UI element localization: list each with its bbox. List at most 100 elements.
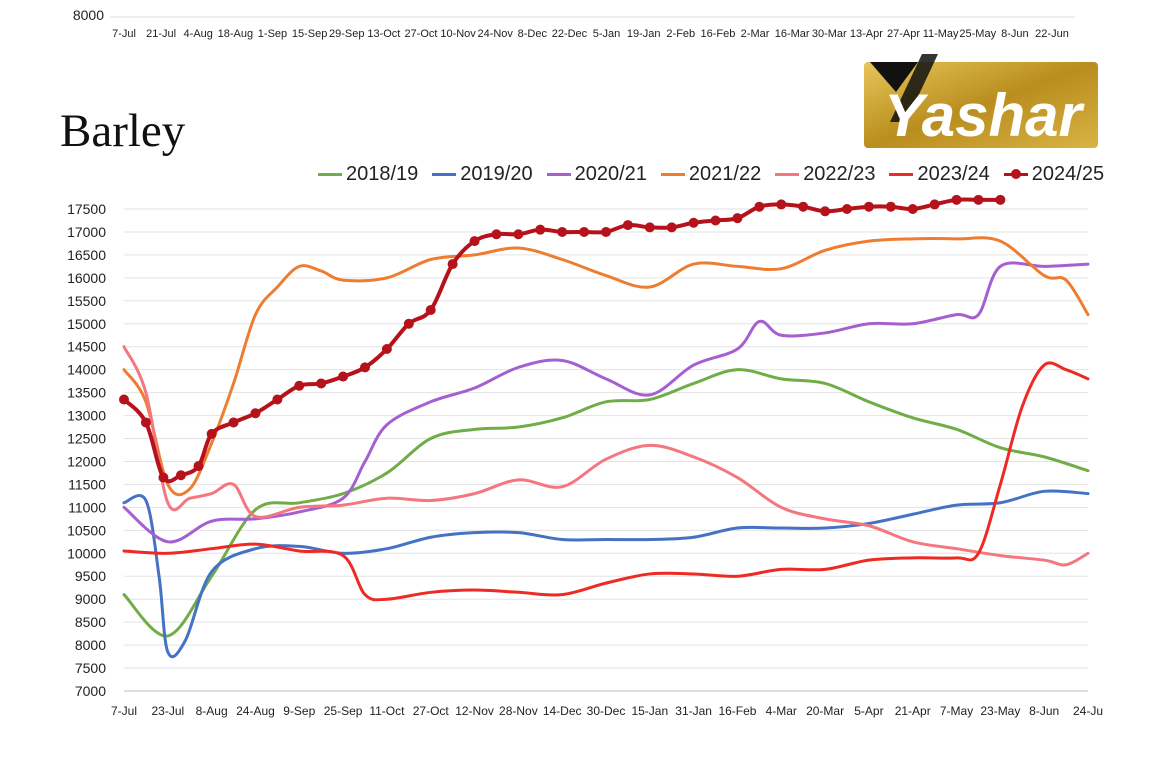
series-point xyxy=(666,222,677,233)
x-tick-label: 20-Mar xyxy=(806,704,844,718)
strip-x-tick-label: 5-Jan xyxy=(593,28,621,40)
strip-x-tick-label: 24-Nov xyxy=(477,28,513,40)
x-tick-label: 23-May xyxy=(980,704,1020,718)
strip-x-tick-label: 27-Apr xyxy=(887,28,920,40)
series-point xyxy=(688,217,699,228)
series-point xyxy=(425,304,436,315)
series-line xyxy=(122,368,1090,638)
series-line xyxy=(122,489,1090,659)
y-tick-label: 8500 xyxy=(75,614,106,630)
x-tick-label: 27-Oct xyxy=(413,704,450,718)
y-tick-label: 17000 xyxy=(67,224,106,240)
x-tick-label: 21-Apr xyxy=(895,704,931,718)
series-point xyxy=(622,220,633,231)
x-tick-label: 31-Jan xyxy=(675,704,712,718)
y-tick-label: 14500 xyxy=(67,339,106,355)
series-point xyxy=(294,380,305,391)
legend-swatch xyxy=(546,173,571,176)
x-tick-label: 30-Dec xyxy=(587,704,626,718)
series-point xyxy=(820,206,831,217)
logo-accent-shape xyxy=(870,62,918,92)
y-axis-ticks: 7000 7500 8000 8500 9000 9500 10000 10500 11000 1… xyxy=(67,201,106,699)
y-tick-label: 7000 xyxy=(75,683,106,699)
legend-item: 2019/20 xyxy=(432,163,533,186)
y-tick-label: 8000 xyxy=(75,637,106,653)
legend-swatch xyxy=(432,173,457,176)
series-point xyxy=(360,362,370,373)
x-tick-label: 24-Aug xyxy=(236,704,275,718)
x-tick-label: 5-Apr xyxy=(854,704,883,718)
series-point xyxy=(842,204,852,214)
series-point xyxy=(513,229,524,240)
series-point xyxy=(193,461,204,472)
y-tick-label: 13000 xyxy=(67,408,106,424)
x-tick-label: 12-Nov xyxy=(455,704,494,718)
series-line xyxy=(122,345,1090,567)
y-tick-label: 10000 xyxy=(67,545,106,561)
strip-x-tick-label: 13-Apr xyxy=(850,28,883,40)
x-tick-label: 28-Nov xyxy=(499,704,538,718)
series-point xyxy=(491,229,502,240)
previous-chart-strip: 8000 7-Jul 21-Jul 4-Aug 18-Aug 1-Sep 15-Sep 29… xyxy=(73,7,1075,40)
y-tick-label: 9000 xyxy=(75,591,106,607)
barley-price-chart: 7000 7500 8000 8500 9000 9500 10000 10500 11000 1… xyxy=(67,194,1103,718)
strip-x-tick-label: 13-Oct xyxy=(367,28,400,40)
series-point xyxy=(140,417,151,428)
series-point xyxy=(250,408,261,419)
series-point xyxy=(951,194,962,205)
y-tick-label: 13500 xyxy=(67,385,106,401)
strip-x-tick-label: 21-Jul xyxy=(146,28,176,40)
strip-x-ticks: 7-Jul 21-Jul 4-Aug 18-Aug 1-Sep 15-Sep 29-Sep 1… xyxy=(112,28,1069,40)
series-point xyxy=(754,201,765,212)
series-point xyxy=(175,470,186,481)
strip-x-tick-label: 11-May xyxy=(923,28,959,40)
series-point xyxy=(776,199,787,210)
strip-x-tick-label: 4-Aug xyxy=(184,28,213,40)
series-point xyxy=(447,259,458,270)
legend-item: 2022/23 xyxy=(775,163,875,186)
strip-x-tick-label: 18-Aug xyxy=(218,28,253,40)
x-tick-label: 7-Jul xyxy=(111,704,137,718)
strip-x-tick-label: 19-Jan xyxy=(627,28,661,40)
legend-item: 2024/25 xyxy=(1003,163,1105,186)
series-point xyxy=(316,378,327,389)
series-point xyxy=(381,344,392,355)
strip-x-tick-label: 2-Feb xyxy=(666,28,695,40)
series-point xyxy=(644,222,655,233)
x-tick-label: 24-Ju xyxy=(1073,704,1103,718)
x-tick-label: 11-Oct xyxy=(369,704,405,718)
x-tick-label: 8-Aug xyxy=(196,704,228,718)
series-lines xyxy=(119,194,1090,659)
series-line xyxy=(122,236,1090,497)
series-point xyxy=(557,226,568,237)
series-point xyxy=(535,224,546,235)
strip-x-tick-label: 7-Jul xyxy=(112,28,136,40)
series-point xyxy=(228,417,239,428)
series-point xyxy=(907,204,918,214)
logo-text: Yashar xyxy=(884,82,1086,149)
series-point xyxy=(579,226,590,237)
x-tick-label: 14-Dec xyxy=(543,704,582,718)
y-tick-label: 17500 xyxy=(67,201,106,217)
series-point xyxy=(469,236,480,247)
y-tick-label: 14000 xyxy=(67,362,106,378)
series-point xyxy=(338,371,349,382)
legend-item: 2018/19 xyxy=(318,163,418,186)
series-point xyxy=(798,201,809,212)
series-point xyxy=(863,201,874,212)
legend-label: 2018/19 xyxy=(346,163,419,185)
legend-label: 2019/20 xyxy=(460,163,533,185)
strip-x-tick-label: 15-Sep xyxy=(292,28,327,40)
series-point xyxy=(158,472,169,483)
legend-swatch xyxy=(318,173,342,176)
legend-swatch xyxy=(660,173,685,176)
series-line xyxy=(122,261,1090,544)
x-tick-label: 25-Sep xyxy=(324,704,363,718)
strip-x-tick-label: 22-Dec xyxy=(552,28,588,40)
x-tick-label: 16-Feb xyxy=(718,704,756,718)
series-point xyxy=(206,428,217,439)
series-point xyxy=(973,194,984,205)
x-tick-label: 15-Jan xyxy=(631,704,668,718)
legend-swatch xyxy=(1003,169,1028,179)
legend-label: 2024/25 xyxy=(1031,163,1105,185)
